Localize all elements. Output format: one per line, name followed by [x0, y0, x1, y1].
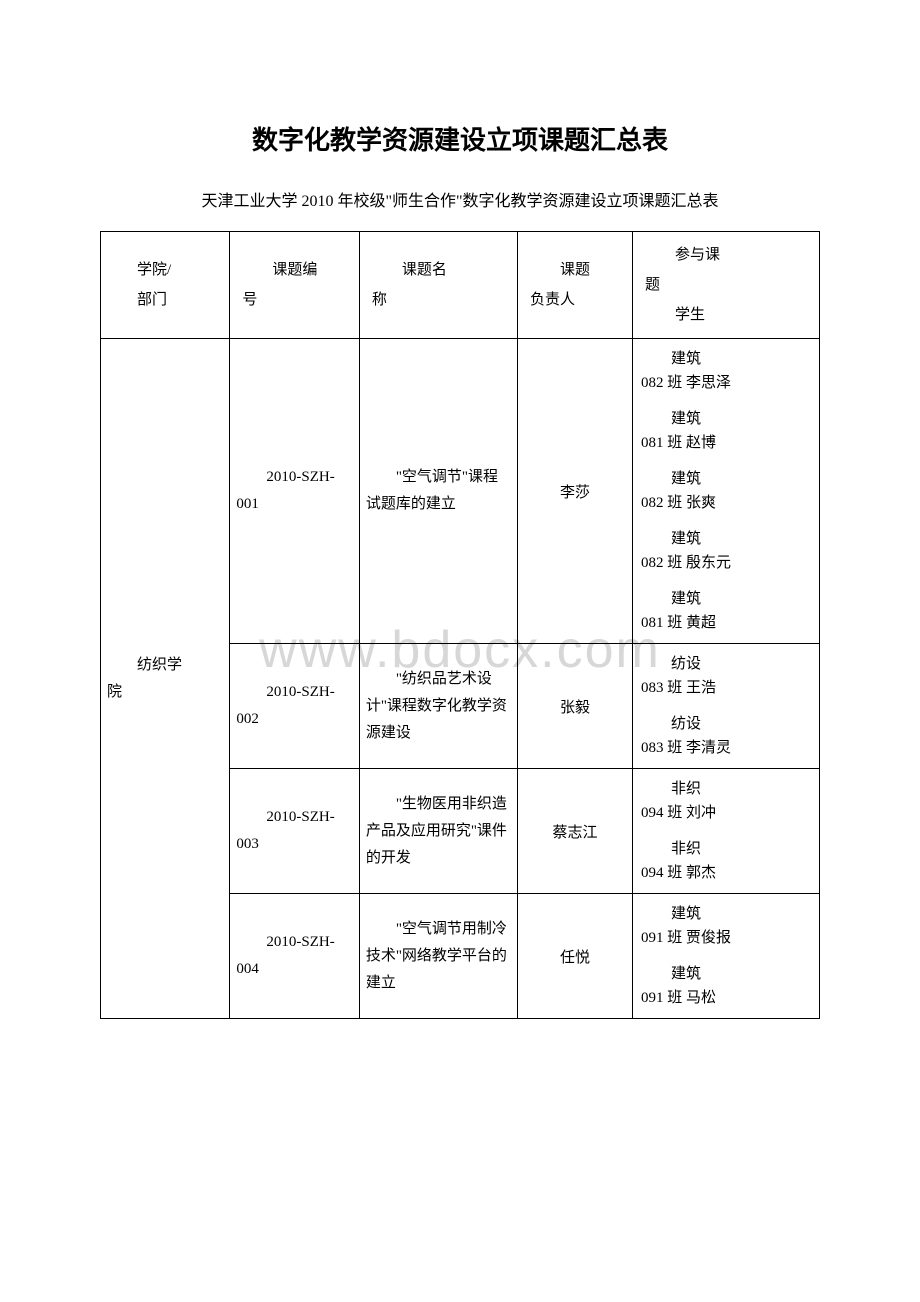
header-dept: 学院/ 部门 [101, 232, 230, 339]
cell-students: 非织094 班 刘冲 非织094 班 郭杰 [633, 769, 820, 894]
cell-name: "空气调节用制冷技术"网络教学平台的建立 [359, 894, 517, 1019]
header-leader: 课题 负责人 [517, 232, 632, 339]
cell-code: 2010-SZH-004 [230, 894, 359, 1019]
cell-leader: 张毅 [517, 644, 632, 769]
table-row: 纺织学 院 2010-SZH-001 "空气调节"课程试题库的建立 李莎 建筑0… [101, 339, 820, 644]
header-name: 课题名 称 [359, 232, 517, 339]
cell-code: 2010-SZH-002 [230, 644, 359, 769]
cell-students: 建筑091 班 贾俊报 建筑091 班 马松 [633, 894, 820, 1019]
project-table: 学院/ 部门 课题编 号 课题名 称 课题 负责人 参与课 题 学生 [100, 231, 820, 1019]
cell-name: "空气调节"课程试题库的建立 [359, 339, 517, 644]
cell-name: "纺织品艺术设计"课程数字化教学资源建设 [359, 644, 517, 769]
page-subtitle: 天津工业大学 2010 年校级"师生合作"数字化教学资源建设立项课题汇总表 [100, 187, 820, 211]
cell-leader: 蔡志江 [517, 769, 632, 894]
cell-name: "生物医用非织造产品及应用研究"课件的开发 [359, 769, 517, 894]
cell-leader: 任悦 [517, 894, 632, 1019]
cell-students: 纺设083 班 王浩 纺设083 班 李清灵 [633, 644, 820, 769]
header-code: 课题编 号 [230, 232, 359, 339]
cell-leader: 李莎 [517, 339, 632, 644]
cell-code: 2010-SZH-003 [230, 769, 359, 894]
table-header-row: 学院/ 部门 课题编 号 课题名 称 课题 负责人 参与课 题 学生 [101, 232, 820, 339]
cell-dept: 纺织学 院 [101, 339, 230, 1019]
cell-code: 2010-SZH-001 [230, 339, 359, 644]
header-students: 参与课 题 学生 [633, 232, 820, 339]
cell-students: 建筑082 班 李思泽 建筑081 班 赵博 建筑082 班 张爽 建筑082 … [633, 339, 820, 644]
page-title: 数字化教学资源建设立项课题汇总表 [100, 120, 820, 157]
